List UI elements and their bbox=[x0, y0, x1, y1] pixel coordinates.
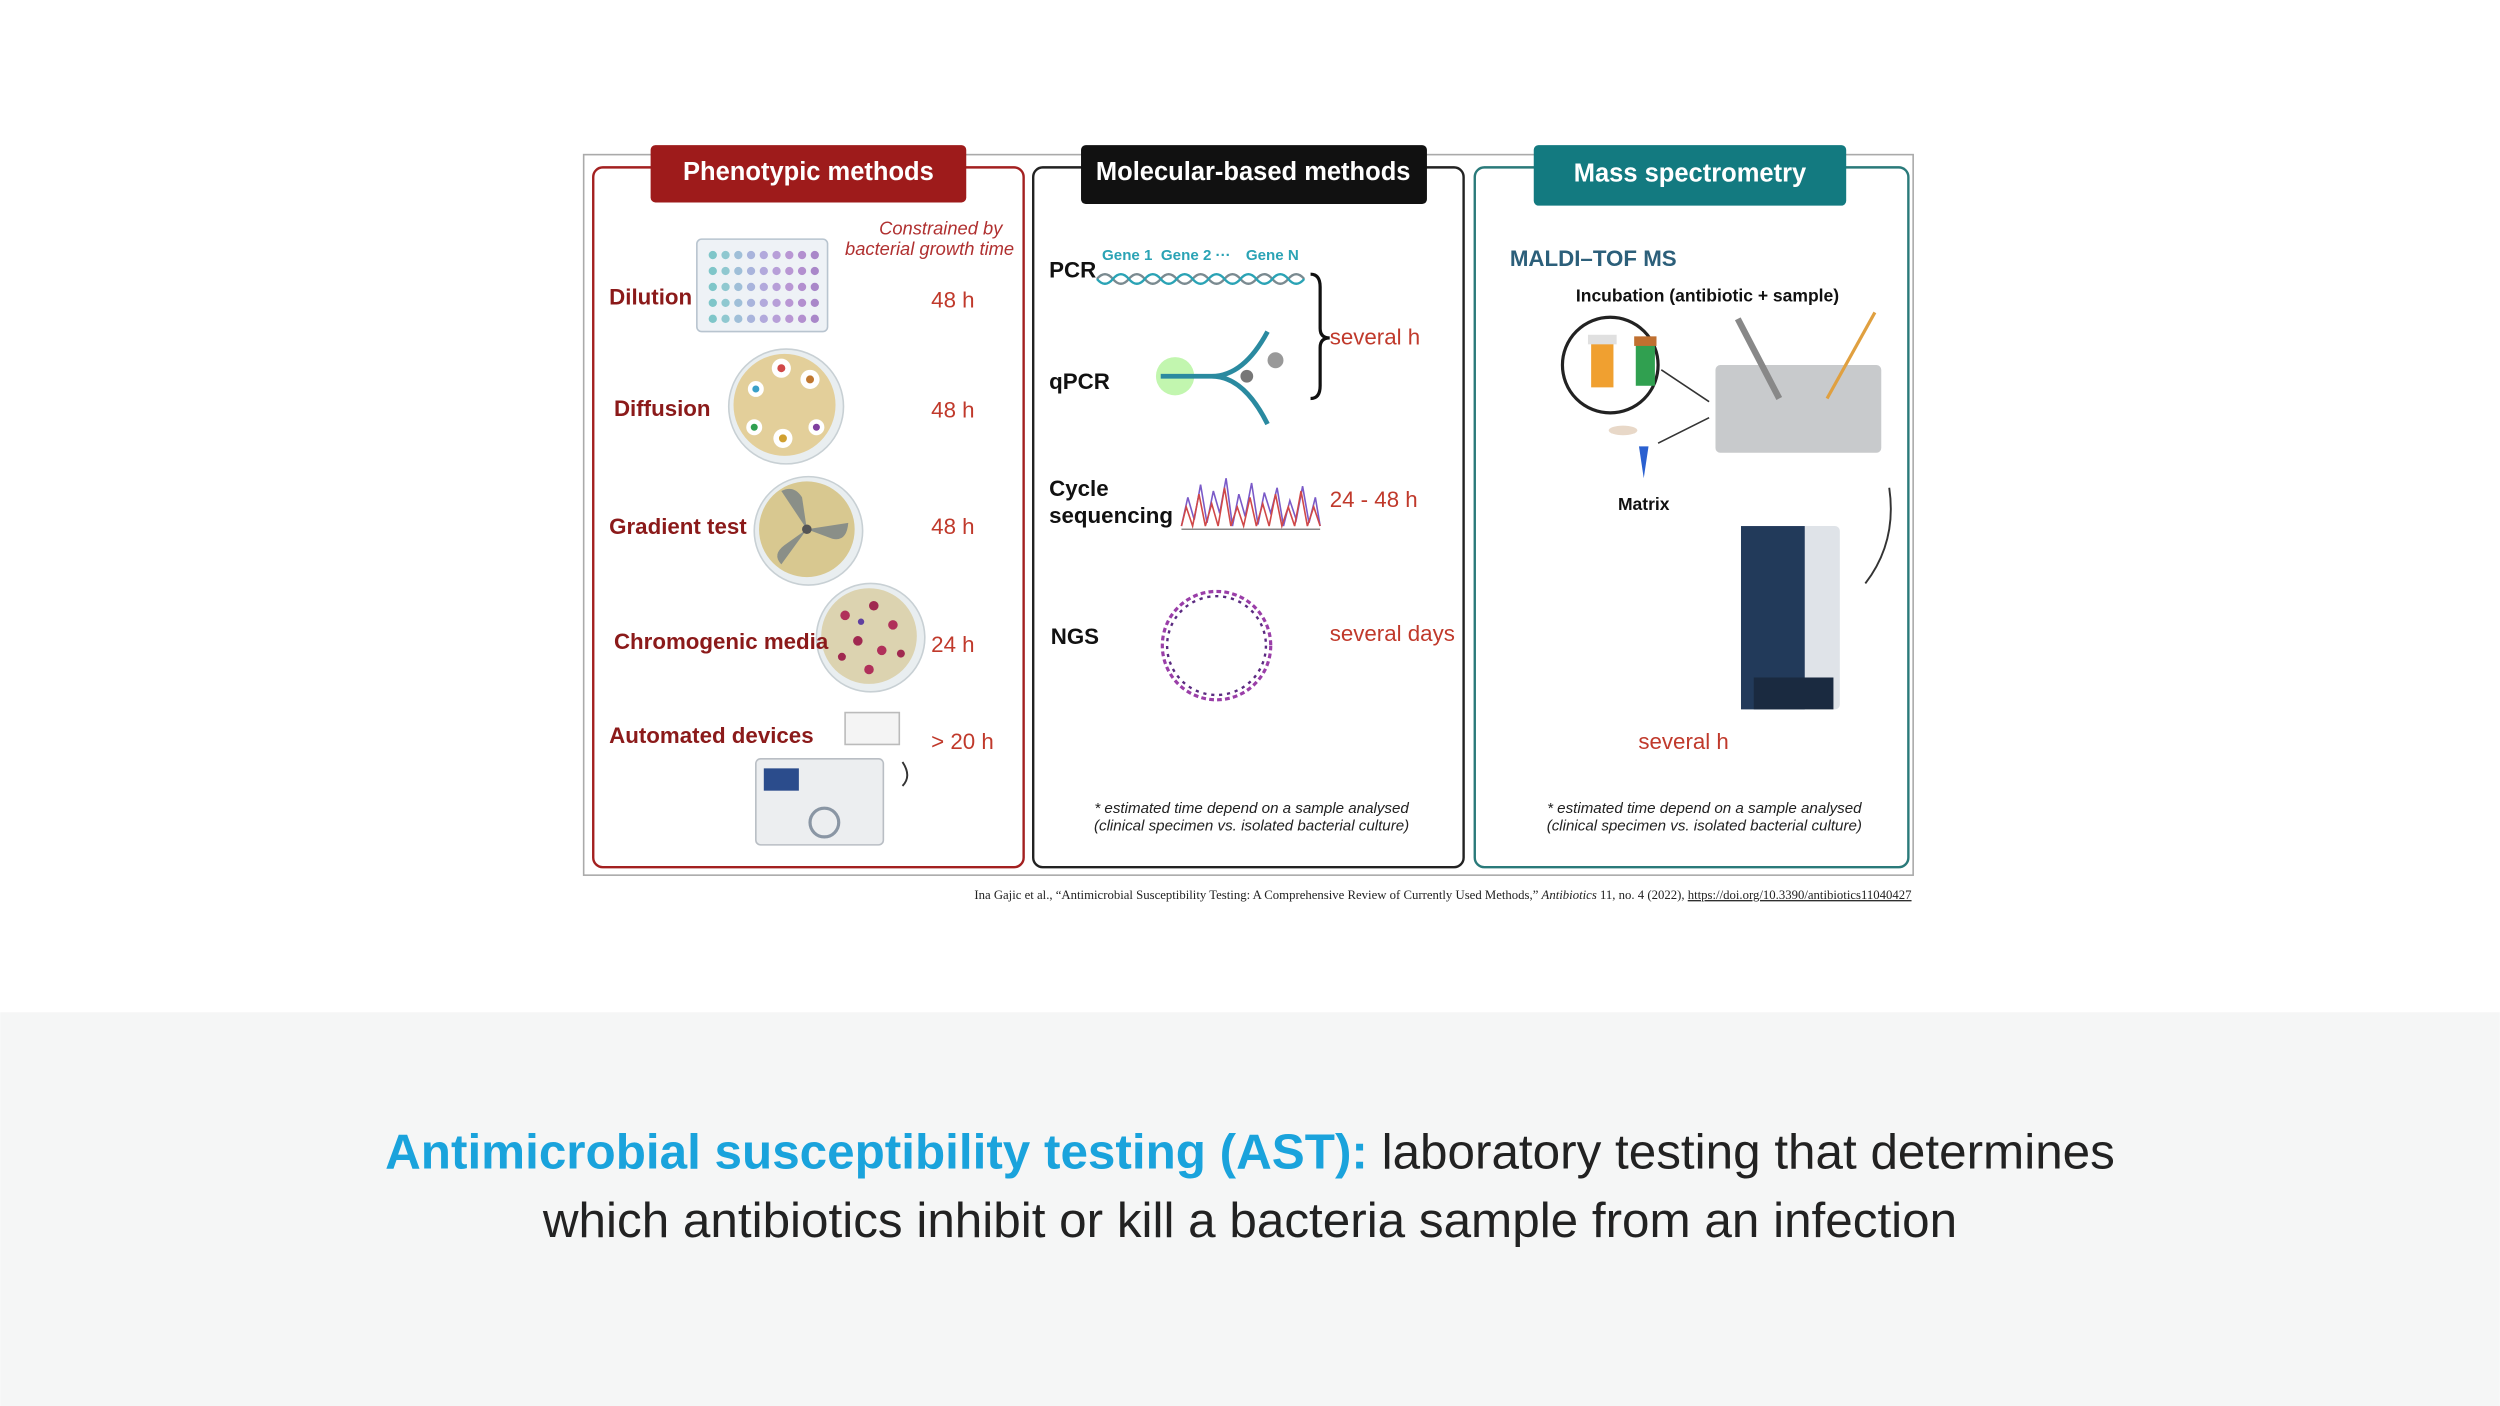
method-time: 48 h bbox=[931, 514, 974, 539]
incubation-icon bbox=[1560, 311, 1882, 479]
ngs-genome-icon bbox=[1160, 589, 1273, 702]
footnote: * estimated time depend on a sample anal… bbox=[1547, 800, 1862, 817]
diffusion-dish-icon bbox=[727, 348, 845, 465]
method-time: several days bbox=[1330, 621, 1455, 646]
method-label: PCR bbox=[1049, 257, 1096, 282]
chromatogram-icon bbox=[1180, 487, 1321, 530]
gradient-dish-icon bbox=[753, 475, 864, 586]
panel-title: Molecular-based methods bbox=[1096, 158, 1411, 186]
note: Constrained by bbox=[879, 217, 1004, 238]
panel-mass-spec: Mass spectrometry MALDI–TOF MS Incubatio… bbox=[1473, 145, 1910, 869]
footnote: * estimated time depend on a sample anal… bbox=[1094, 800, 1409, 817]
method-label: Cycle bbox=[1049, 476, 1109, 501]
brace bbox=[1310, 272, 1330, 401]
panel-phenotypic: Phenotypic methods Constrained by bacter… bbox=[592, 145, 1025, 869]
dna-icon bbox=[1096, 273, 1306, 285]
panel-badge bbox=[1081, 145, 1427, 205]
caption-band bbox=[0, 1012, 2500, 1406]
method-label: NGS bbox=[1051, 624, 1099, 649]
step-label: Incubation (antibiotic + sample) bbox=[1576, 285, 1839, 305]
caption-line: Antimicrobial susceptibility testing (AS… bbox=[385, 1124, 2115, 1179]
method-time: 24 - 48 h bbox=[1330, 487, 1418, 512]
panel-title: Phenotypic methods bbox=[683, 158, 934, 186]
matrix-label: Matrix bbox=[1618, 494, 1670, 514]
panel-badge bbox=[650, 145, 967, 203]
note: bacterial growth time bbox=[845, 238, 1014, 259]
footnote: (clinical specimen vs. isolated bacteria… bbox=[1547, 818, 1862, 835]
gene-label: Gene 1 bbox=[1102, 247, 1152, 264]
citation-details: 11, no. 4 (2022), bbox=[1600, 888, 1685, 902]
caption-text: laboratory testing that determines bbox=[1382, 1124, 2115, 1179]
ngs-genome-icon bbox=[1165, 594, 1268, 697]
method-label: Chromogenic media bbox=[614, 629, 829, 654]
method-time: 48 h bbox=[931, 398, 974, 423]
footnote: (clinical specimen vs. isolated bacteria… bbox=[1094, 818, 1409, 835]
citation-link[interactable]: https://doi.org/10.3390/antibiotics11040… bbox=[1688, 888, 1912, 902]
caption-line: which antibiotics inhibit or kill a bact… bbox=[542, 1193, 1957, 1248]
method-time: 24 h bbox=[931, 632, 974, 657]
method-label: Automated devices bbox=[609, 723, 813, 748]
chromogenic-dish-icon bbox=[815, 582, 926, 693]
arrow bbox=[1864, 487, 1892, 585]
microplate-wells bbox=[708, 250, 819, 323]
gene-label: Gene N bbox=[1246, 247, 1299, 264]
method-time: several h bbox=[1638, 729, 1728, 754]
method-label: Dilution bbox=[609, 284, 692, 309]
gene-label: Gene 2 ··· bbox=[1161, 247, 1231, 264]
method-time: several h bbox=[1330, 324, 1420, 349]
method-label: sequencing bbox=[1049, 503, 1173, 528]
panel-badge bbox=[1533, 145, 1847, 206]
citation-journal: Antibiotics bbox=[1541, 888, 1597, 902]
method-time: > 20 h bbox=[931, 729, 994, 754]
automated-device-icon bbox=[755, 711, 909, 846]
maldi-instrument-icon bbox=[1740, 526, 1840, 710]
method-label: Diffusion bbox=[614, 396, 711, 421]
dna-icon bbox=[1096, 273, 1306, 285]
citation-authors: Ina Gajic et al., “Antimicrobial Suscept… bbox=[974, 888, 1538, 902]
method-label: qPCR bbox=[1049, 369, 1110, 394]
method-time: 48 h bbox=[931, 288, 974, 313]
panel-subtitle: MALDI–TOF MS bbox=[1510, 246, 1677, 271]
panel-molecular: Molecular-based methods Gene 1 Gene 2 ··… bbox=[1032, 145, 1465, 869]
qpcr-icon bbox=[1155, 330, 1284, 426]
caption-term: Antimicrobial susceptibility testing (AS… bbox=[385, 1124, 1368, 1179]
citation: Ina Gajic et al., “Antimicrobial Suscept… bbox=[974, 888, 1911, 902]
method-label: Gradient test bbox=[609, 514, 747, 539]
panel-title: Mass spectrometry bbox=[1574, 160, 1807, 188]
